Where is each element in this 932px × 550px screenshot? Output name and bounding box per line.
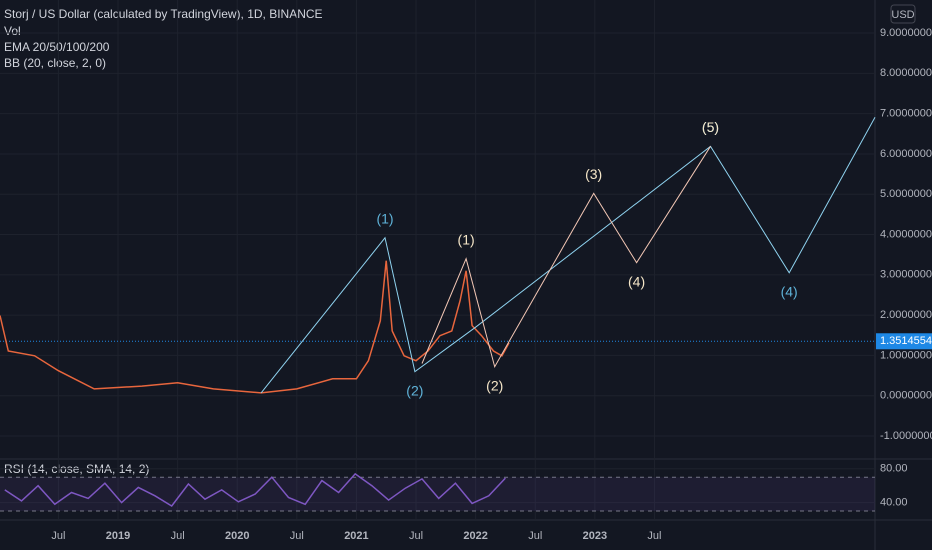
wave-label: (1) — [458, 231, 475, 247]
y-tick-label: 80.00 — [880, 463, 908, 475]
indicator-label: Vol — [4, 24, 21, 38]
y-tick-label: 40.00 — [880, 497, 908, 509]
wave-label: (1) — [376, 210, 393, 226]
x-tick-label: Jul — [290, 530, 304, 542]
wave-label: (4) — [781, 284, 798, 300]
wave-label: (5) — [702, 119, 719, 135]
indicator-label: EMA 20/50/100/200 — [4, 40, 110, 54]
x-tick-label: 2023 — [583, 530, 607, 542]
x-tick-label: Jul — [51, 530, 65, 542]
x-tick-label: 2020 — [225, 530, 249, 542]
wave-label: (2) — [406, 382, 423, 398]
x-tick-label: Jul — [409, 530, 423, 542]
series-line — [421, 146, 711, 369]
wave-label: (4) — [628, 273, 645, 289]
indicator-label: BB (20, close, 2, 0) — [4, 56, 106, 70]
x-tick-label: 2019 — [106, 530, 130, 542]
x-tick-label: Jul — [528, 530, 542, 542]
band-fill — [0, 477, 875, 512]
series-line — [4, 472, 506, 507]
x-tick-label: 2021 — [344, 530, 368, 542]
chart-title: Storj / US Dollar (calculated by Trading… — [4, 7, 323, 21]
x-tick-label: 2022 — [463, 530, 487, 542]
last-price-label: 1.35145540 — [880, 335, 932, 347]
currency-box[interactable] — [890, 4, 916, 24]
series-line — [0, 260, 510, 394]
wave-label: (5) — [702, 119, 719, 135]
currency[interactable]: USD — [891, 9, 914, 21]
x-tick-label: Jul — [171, 530, 185, 542]
wave-label: (2) — [486, 377, 503, 393]
last-price-box — [876, 333, 932, 350]
series-line — [260, 117, 876, 394]
x-tick-label: Jul — [647, 530, 661, 542]
wave-label: (3) — [585, 166, 602, 182]
